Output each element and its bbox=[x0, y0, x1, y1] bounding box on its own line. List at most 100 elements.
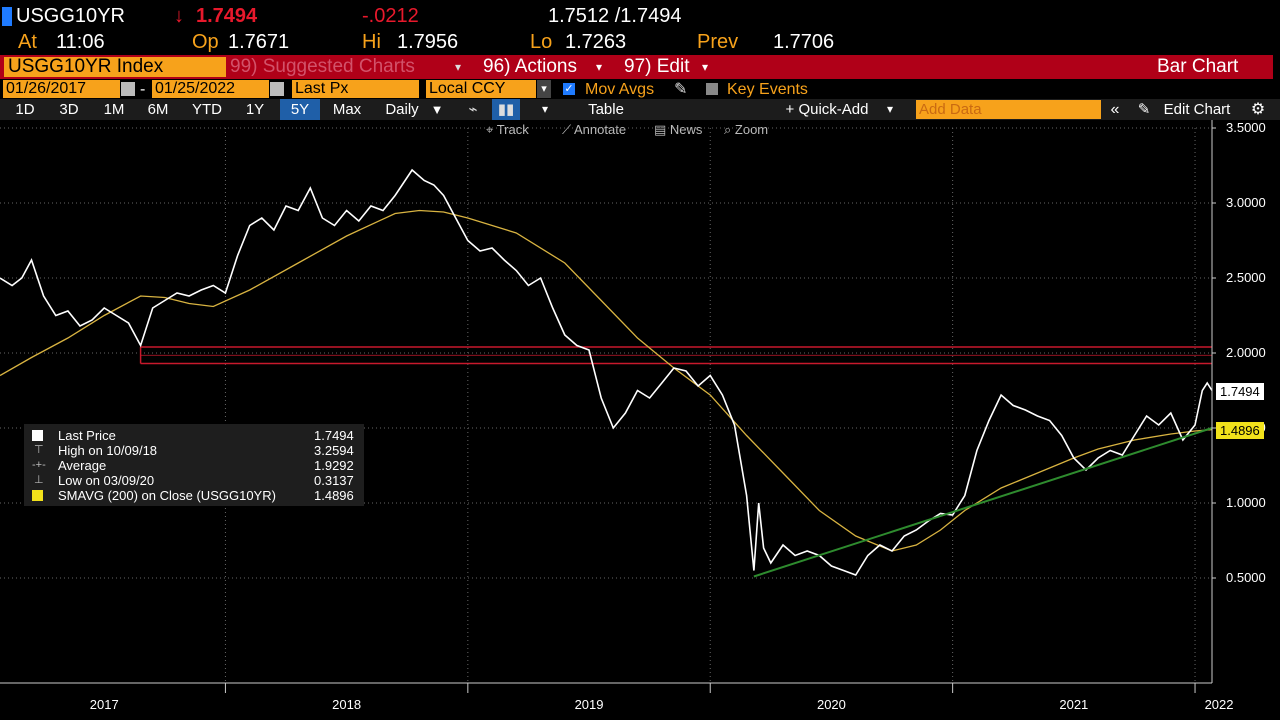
resistance-band bbox=[139, 346, 1212, 365]
legend-value: 0.3137 bbox=[314, 473, 354, 488]
pencil-icon[interactable]: ✎ bbox=[1137, 101, 1151, 118]
zoom-label: Zoom bbox=[734, 122, 769, 137]
date-separator: - bbox=[140, 81, 146, 98]
magnifier-icon: ⌕ bbox=[724, 122, 735, 137]
prev-value: 1.7706 bbox=[773, 31, 835, 53]
calendar-icon[interactable] bbox=[121, 82, 135, 96]
chart-legend: Last Price 1.7494 ⊤ High on 10/09/18 3.2… bbox=[24, 424, 364, 506]
x-tick-label: 2020 bbox=[817, 697, 846, 712]
collapse-icon[interactable]: « bbox=[1110, 101, 1120, 118]
x-axis: 2017 2018 2019 2020 2021 2022 bbox=[0, 682, 1234, 712]
open-label: Op bbox=[192, 31, 219, 53]
x-tick-label: 2019 bbox=[575, 697, 604, 712]
y-axis: 3.50003.00002.50002.00001.50001.00000.50… bbox=[1211, 120, 1266, 683]
legend-item[interactable]: ⊥ Low on 03/09/20 0.3137 bbox=[24, 473, 364, 488]
period-5y[interactable]: 5Y bbox=[280, 99, 320, 120]
y-tick-label: 2.5000 bbox=[1226, 270, 1266, 285]
period-1m[interactable]: 1M bbox=[103, 101, 125, 118]
legend-label: Average bbox=[58, 458, 107, 473]
gear-icon[interactable]: ⚙ bbox=[1250, 101, 1266, 118]
legend-item[interactable]: -+- Average 1.9292 bbox=[24, 458, 364, 473]
smavg-price-tag: 1.4896 bbox=[1216, 421, 1264, 439]
ticker-marker bbox=[2, 7, 12, 26]
track-label: Track bbox=[496, 122, 529, 137]
period-6m[interactable]: 6M bbox=[147, 101, 169, 118]
y-tick-label: 2.0000 bbox=[1226, 345, 1266, 360]
square-icon bbox=[32, 430, 43, 441]
at-label: At bbox=[18, 31, 37, 53]
chevron-down-icon[interactable]: ▾ bbox=[886, 102, 894, 116]
quick-add-button[interactable]: + Quick-Add bbox=[785, 101, 869, 118]
period-max[interactable]: Max bbox=[332, 101, 362, 118]
net-change: -.0212 bbox=[362, 5, 419, 27]
high-value: 1.7956 bbox=[397, 31, 459, 53]
chevron-down-icon[interactable]: ▼ bbox=[430, 102, 444, 117]
high-marker-icon: ⊤ bbox=[34, 444, 44, 456]
currency-select[interactable]: Local CCY bbox=[426, 80, 536, 98]
annotate-label: Annotate bbox=[574, 122, 627, 137]
legend-value: 3.2594 bbox=[314, 443, 354, 458]
x-tick-label: 2018 bbox=[332, 697, 361, 712]
smavg-line bbox=[0, 209, 1213, 552]
chevron-down-icon: ▾ bbox=[455, 60, 462, 74]
mov-avgs-label: Mov Avgs bbox=[585, 81, 655, 98]
bid-ask: 1.7512 /1.7494 bbox=[548, 5, 682, 27]
average-marker-icon: -+- bbox=[32, 459, 46, 471]
legend-item[interactable]: Last Price 1.7494 bbox=[24, 428, 364, 443]
calendar-icon[interactable] bbox=[270, 82, 284, 96]
legend-item[interactable]: SMAVG (200) on Close (USGG10YR) 1.4896 bbox=[24, 488, 364, 503]
period-ytd[interactable]: YTD bbox=[192, 101, 222, 118]
edit-menu[interactable]: 97) Edit bbox=[624, 56, 690, 77]
period-1d[interactable]: 1D bbox=[15, 101, 35, 118]
quote-time: 11:06 bbox=[56, 31, 105, 53]
x-tick-label: 2022 bbox=[1205, 697, 1234, 712]
legend-label: Last Price bbox=[58, 428, 116, 443]
add-data-input[interactable]: Add Data bbox=[916, 100, 1101, 119]
table-button[interactable]: Table bbox=[588, 101, 624, 118]
crosshair-icon: ⌖ bbox=[486, 122, 497, 137]
last-price-tag: 1.7494 bbox=[1216, 382, 1264, 400]
frequency-select[interactable]: Daily bbox=[385, 101, 419, 118]
line-chart-icon[interactable]: ⌁ bbox=[468, 101, 478, 118]
start-date-field[interactable]: 01/26/2017 bbox=[3, 80, 120, 98]
mov-avgs-checkbox[interactable]: ✓ bbox=[563, 83, 575, 95]
end-date-field[interactable]: 01/25/2022 bbox=[152, 80, 269, 98]
news-icon: ▤ bbox=[654, 122, 670, 137]
suggested-charts-menu[interactable]: 99) Suggested Charts bbox=[230, 56, 415, 77]
prev-label: Prev bbox=[697, 31, 739, 53]
period-3d[interactable]: 3D bbox=[59, 101, 79, 118]
y-tick-label: 0.5000 bbox=[1226, 570, 1266, 585]
actions-menu[interactable]: 96) Actions bbox=[483, 56, 577, 77]
bar-chart-icon[interactable]: ▮▮ bbox=[492, 99, 520, 120]
chart-type-label: Bar Chart bbox=[1157, 56, 1239, 77]
low-value: 1.7263 bbox=[565, 31, 627, 53]
period-1y[interactable]: 1Y bbox=[245, 101, 265, 118]
edit-chart-button[interactable]: Edit Chart bbox=[1163, 101, 1231, 118]
subtool-zoom[interactable]: ⌕ Zoom bbox=[724, 121, 768, 139]
low-marker-icon: ⊥ bbox=[34, 474, 44, 486]
open-value: 1.7671 bbox=[228, 31, 290, 53]
y-tick-label: 3.5000 bbox=[1226, 120, 1266, 135]
annotate-icon: ⟋ bbox=[562, 122, 574, 137]
y-tick-label: 3.0000 bbox=[1226, 195, 1266, 210]
field-select[interactable]: Last Px bbox=[292, 80, 419, 98]
price-line bbox=[0, 168, 1213, 576]
chevron-down-icon: ▾ bbox=[596, 60, 603, 74]
subtool-annotate[interactable]: ⟋ Annotate bbox=[562, 121, 626, 139]
legend-label: Low on 03/09/20 bbox=[58, 473, 155, 488]
legend-item[interactable]: ⊤ High on 10/09/18 3.2594 bbox=[24, 443, 364, 458]
key-events-checkbox[interactable] bbox=[706, 83, 718, 95]
chevron-down-icon[interactable]: ▾ bbox=[537, 80, 551, 98]
chevron-down-icon[interactable]: ▾ bbox=[541, 102, 549, 116]
trend-line bbox=[753, 427, 1213, 578]
x-tick-label: 2017 bbox=[90, 697, 119, 712]
high-label: Hi bbox=[362, 31, 381, 53]
pencil-icon[interactable]: ✎ bbox=[674, 81, 688, 98]
subtool-news[interactable]: ▤ News bbox=[654, 121, 702, 139]
toolbar: 1D 3D 1M 6M YTD 1Y 5Y Max Daily ▼ ⌁ ▮▮ ▾… bbox=[0, 99, 1280, 120]
legend-label: SMAVG (200) on Close (USGG10YR) bbox=[58, 488, 276, 503]
subtool-track[interactable]: ⌖ Track bbox=[486, 121, 529, 139]
security-input[interactable]: USGG10YR Index bbox=[4, 57, 226, 77]
news-label: News bbox=[669, 122, 703, 137]
